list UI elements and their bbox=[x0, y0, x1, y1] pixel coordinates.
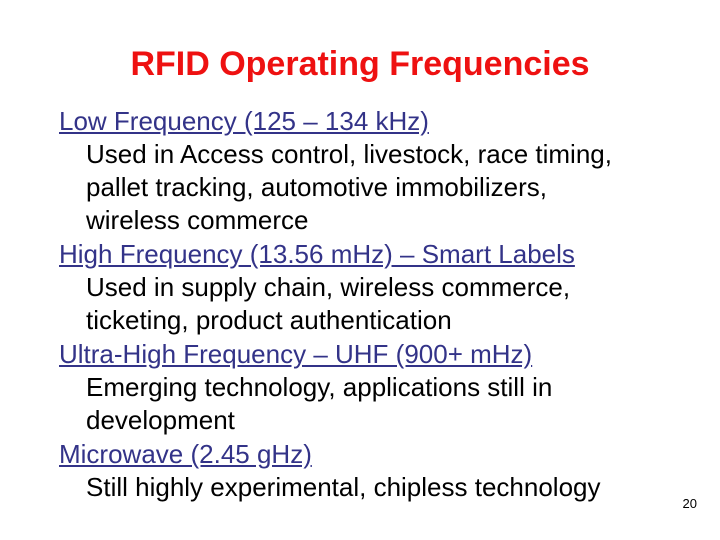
section-body-low-frequency: Used in Access control, livestock, race … bbox=[86, 138, 661, 237]
body-line: development bbox=[86, 405, 235, 435]
page-number: 20 bbox=[682, 496, 697, 511]
frequency-section-high: High Frequency (13.56 mHz) – Smart Label… bbox=[59, 237, 699, 337]
section-heading-ultra-high-frequency: Ultra-High Frequency – UHF (900+ mHz) bbox=[59, 339, 533, 369]
body-line: wireless commerce bbox=[86, 205, 309, 235]
section-heading-row: Ultra-High Frequency – UHF (900+ mHz) bbox=[59, 337, 699, 371]
section-body-microwave: Still highly experimental, chipless tech… bbox=[86, 471, 661, 504]
body-line: ticketing, product authentication bbox=[86, 305, 452, 335]
frequency-section-uhf: Ultra-High Frequency – UHF (900+ mHz) Em… bbox=[59, 337, 699, 437]
section-heading-row: High Frequency (13.56 mHz) – Smart Label… bbox=[59, 237, 699, 271]
body-line: pallet tracking, automotive immobilizers… bbox=[86, 172, 547, 202]
body-line: Used in Access control, livestock, race … bbox=[86, 139, 612, 169]
slide-content: Low Frequency (125 – 134 kHz) Used in Ac… bbox=[59, 104, 699, 504]
section-heading-row: Microwave (2.45 gHz) bbox=[59, 437, 699, 471]
section-body-ultra-high-frequency: Emerging technology, applications still … bbox=[86, 371, 661, 437]
frequency-section-microwave: Microwave (2.45 gHz) Still highly experi… bbox=[59, 437, 699, 504]
body-line: Used in supply chain, wireless commerce, bbox=[86, 272, 571, 302]
section-heading-row: Low Frequency (125 – 134 kHz) bbox=[59, 104, 699, 138]
body-line: Emerging technology, applications still … bbox=[86, 372, 553, 402]
section-body-high-frequency: Used in supply chain, wireless commerce,… bbox=[86, 271, 661, 337]
page-title: RFID Operating Frequencies bbox=[130, 45, 590, 83]
section-heading-microwave: Microwave (2.45 gHz) bbox=[59, 439, 312, 469]
body-line: Still highly experimental, chipless tech… bbox=[86, 472, 601, 502]
section-heading-low-frequency: Low Frequency (125 – 134 kHz) bbox=[59, 106, 429, 136]
frequency-section-low: Low Frequency (125 – 134 kHz) Used in Ac… bbox=[59, 104, 699, 237]
section-heading-high-frequency: High Frequency (13.56 mHz) – Smart Label… bbox=[59, 239, 575, 269]
